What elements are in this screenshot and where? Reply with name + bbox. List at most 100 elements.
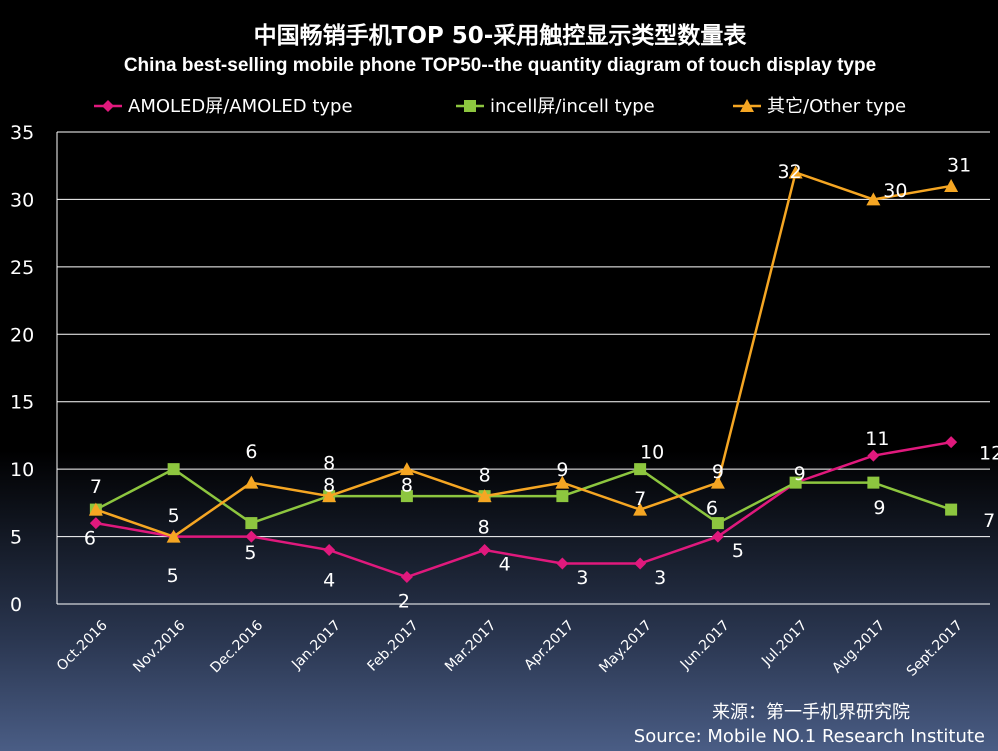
point-2-11 [944,178,959,192]
x-tick-label: May.2017 [596,618,655,677]
legend-label-2: 其它/Other type [767,96,906,117]
data-label: 5 [167,565,179,587]
point-2-7 [633,502,648,516]
data-label: 3 [654,567,666,589]
x-tick-label: Jul.2017 [758,618,810,670]
data-label: 31 [947,154,971,176]
data-label: 8 [478,517,490,539]
point-0-3 [323,544,336,557]
chart-title: 中国畅销手机TOP 50-采用触控显示类型数量表 [254,22,748,49]
point-1-7 [634,463,647,476]
point-0-6 [556,557,569,570]
point-0-10 [867,449,880,462]
data-label: 5 [168,505,180,527]
x-tick-label: Sept.2017 [904,618,966,680]
x-tick-label: Oct.2016 [54,617,111,674]
data-label: 30 [883,180,907,202]
point-2-10 [866,192,881,206]
point-0-4 [400,571,413,584]
legend-label-0: AMOLED屏/AMOLED type [128,96,353,117]
point-0-11 [945,436,958,449]
point-2-5 [477,489,492,503]
point-1-11 [945,503,958,516]
data-label: 6 [245,441,257,463]
y-tick-label: 25 [10,257,34,279]
data-label: 9 [556,459,568,481]
data-label: 12 [979,443,998,465]
point-1-8 [711,517,724,530]
point-2-2 [244,475,259,489]
source-en: Source: Mobile NO.1 Research Institute [634,726,985,747]
series-group [88,165,959,584]
data-label: 3 [576,567,588,589]
data-label: 11 [865,428,889,450]
point-2-3 [322,489,337,503]
legend-marker-0 [102,100,114,112]
x-tick-label: Dec.2016 [207,617,266,676]
legend-marker-1 [464,100,476,112]
data-label: 2 [398,591,410,613]
x-tick-label: Aug.2017 [829,618,888,677]
data-label: 6 [706,498,718,520]
data-label: 32 [778,161,802,183]
point-2-9 [788,165,803,179]
y-tick-label: 20 [10,324,34,346]
data-label: 4 [499,554,511,576]
x-tick-label: Nov.2016 [130,617,188,675]
x-tick-label: Mar.2017 [442,618,499,675]
y-tick-label: 30 [10,189,34,211]
x-tick-label: Apr.2017 [521,618,577,674]
y-tick-label: 35 [10,122,34,144]
x-tick-label: Feb.2017 [365,618,422,675]
data-label: 7 [983,510,995,532]
point-0-8 [711,530,724,543]
data-label: 10 [640,442,664,464]
point-0-2 [245,530,258,543]
data-label: 8 [479,465,491,487]
data-label: 8 [323,453,335,475]
point-2-0 [88,502,103,516]
point-1-1 [167,463,180,476]
data-label: 4 [323,570,335,592]
point-2-1 [166,529,181,543]
point-2-6 [555,475,570,489]
data-label: 9 [794,463,806,485]
point-0-0 [89,517,102,530]
data-label: 8 [323,475,335,497]
data-label: 9 [712,461,724,483]
grid-lines [57,131,990,538]
data-label: 9 [873,497,885,519]
y-tick-label: 10 [10,459,34,481]
legend-marker-2 [740,99,754,112]
x-tick-label: Jun.2017 [677,618,733,674]
chart-legend: AMOLED屏/AMOLED type incell屏/incell type 其它… [94,96,906,117]
chart-subtitle: China best-selling mobile phone TOP50--t… [124,55,876,76]
data-label: 6 [84,528,96,550]
data-label: 8 [401,475,413,497]
x-tick-label: Jan.2017 [288,618,344,674]
y-tick-label: 15 [10,392,34,414]
series-line-2 [95,170,952,538]
y-tick-label: 5 [10,527,22,549]
point-1-4 [400,490,413,503]
point-1-2 [245,517,258,530]
series-line-1 [95,467,952,525]
data-label: 5 [244,542,256,564]
point-2-8 [710,475,725,489]
series-line-0 [95,440,952,579]
source-cn: 来源：第一手机界研究院 [712,702,910,723]
data-label: 5 [732,540,744,562]
point-1-10 [867,476,880,489]
data-label: 7 [90,476,102,498]
point-0-5 [478,544,491,557]
point-2-4 [399,462,414,476]
y-tick-label: 0 [10,594,22,616]
data-label: 7 [634,488,646,510]
point-1-6 [556,490,569,503]
point-1-9 [789,476,802,489]
point-0-7 [634,557,647,570]
legend-label-1: incell屏/incell type [490,96,655,117]
